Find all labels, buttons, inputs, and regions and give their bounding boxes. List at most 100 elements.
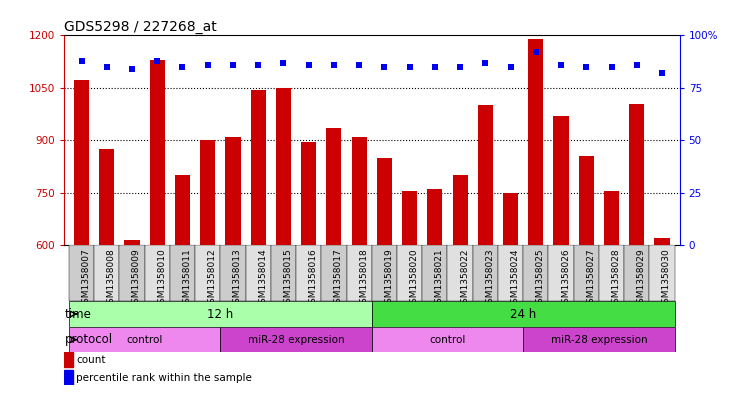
Bar [650, 245, 674, 301]
Bar [125, 240, 140, 245]
Bar [69, 245, 94, 301]
Bar [74, 80, 89, 245]
Text: miR-28 expression: miR-28 expression [550, 335, 647, 345]
Text: GDS5298 / 227268_at: GDS5298 / 227268_at [64, 20, 216, 34]
Bar [321, 245, 346, 301]
Point [202, 62, 214, 68]
Point [505, 64, 517, 70]
Text: GSM1358011: GSM1358011 [182, 248, 192, 309]
Point [252, 62, 264, 68]
Bar [64, 371, 73, 385]
Point [353, 62, 365, 68]
Text: GSM1358014: GSM1358014 [258, 248, 267, 309]
Bar [503, 193, 518, 245]
Bar [427, 189, 442, 245]
Bar [99, 149, 114, 245]
Text: GSM1358027: GSM1358027 [587, 248, 596, 309]
Text: GSM1358009: GSM1358009 [132, 248, 141, 309]
Text: percentile rank within the sample: percentile rank within the sample [76, 373, 252, 383]
Bar [478, 105, 493, 245]
Text: GSM1358020: GSM1358020 [409, 248, 418, 309]
Text: control: control [430, 335, 466, 345]
Bar [220, 245, 246, 301]
Bar [624, 245, 650, 301]
Point [379, 64, 391, 70]
Bar [523, 245, 548, 301]
Point [555, 62, 567, 68]
Bar [119, 245, 145, 301]
Text: time: time [65, 307, 92, 321]
Bar [276, 88, 291, 245]
Bar [346, 245, 372, 301]
Text: GSM1358030: GSM1358030 [662, 248, 671, 309]
Text: 24 h: 24 h [510, 307, 536, 321]
Text: GSM1358021: GSM1358021 [435, 248, 444, 309]
Bar [271, 245, 296, 301]
Point [454, 64, 466, 70]
Bar [372, 301, 674, 327]
Point [227, 62, 239, 68]
Bar [149, 60, 164, 245]
Bar [553, 116, 569, 245]
Bar [170, 245, 195, 301]
Bar [175, 175, 190, 245]
Point [277, 59, 289, 66]
Text: GSM1358013: GSM1358013 [233, 248, 242, 309]
Bar [498, 245, 523, 301]
Point [76, 57, 88, 64]
Text: GSM1358008: GSM1358008 [107, 248, 116, 309]
Text: GSM1358017: GSM1358017 [334, 248, 343, 309]
Bar [528, 39, 544, 245]
Bar [69, 327, 220, 353]
Bar [604, 191, 619, 245]
Point [328, 62, 340, 68]
Text: GSM1358022: GSM1358022 [460, 248, 469, 309]
Bar [251, 90, 266, 245]
Text: GSM1358015: GSM1358015 [283, 248, 292, 309]
Point [529, 49, 541, 55]
Text: GSM1358028: GSM1358028 [611, 248, 620, 309]
Text: GSM1358025: GSM1358025 [535, 248, 544, 309]
Text: GSM1358012: GSM1358012 [208, 248, 217, 309]
Text: count: count [76, 355, 106, 365]
Bar [372, 327, 523, 353]
Bar [629, 104, 644, 245]
Bar [523, 327, 674, 353]
Text: GSM1358023: GSM1358023 [485, 248, 494, 309]
Bar [422, 245, 448, 301]
Point [656, 70, 668, 76]
Bar [200, 140, 216, 245]
Bar [246, 245, 271, 301]
Bar [402, 191, 417, 245]
Point [303, 62, 315, 68]
Bar [195, 245, 220, 301]
Text: GSM1358024: GSM1358024 [511, 248, 520, 309]
Bar [64, 353, 73, 367]
Point [151, 57, 163, 64]
Bar [654, 238, 670, 245]
Bar [145, 245, 170, 301]
Bar [351, 137, 366, 245]
Bar [220, 327, 372, 353]
Point [126, 66, 138, 72]
Point [631, 62, 643, 68]
Text: control: control [126, 335, 163, 345]
Text: GSM1358019: GSM1358019 [385, 248, 394, 309]
Bar [599, 245, 624, 301]
Text: GSM1358029: GSM1358029 [637, 248, 646, 309]
Text: GSM1358007: GSM1358007 [82, 248, 91, 309]
Bar [397, 245, 422, 301]
Bar [225, 137, 240, 245]
Bar [472, 245, 498, 301]
Text: GSM1358026: GSM1358026 [561, 248, 570, 309]
Point [429, 64, 441, 70]
Bar [301, 142, 316, 245]
Text: 12 h: 12 h [207, 307, 234, 321]
Bar [574, 245, 599, 301]
Point [605, 64, 617, 70]
Text: miR-28 expression: miR-28 expression [248, 335, 345, 345]
Point [403, 64, 415, 70]
Bar [94, 245, 119, 301]
Point [101, 64, 113, 70]
Point [479, 59, 491, 66]
